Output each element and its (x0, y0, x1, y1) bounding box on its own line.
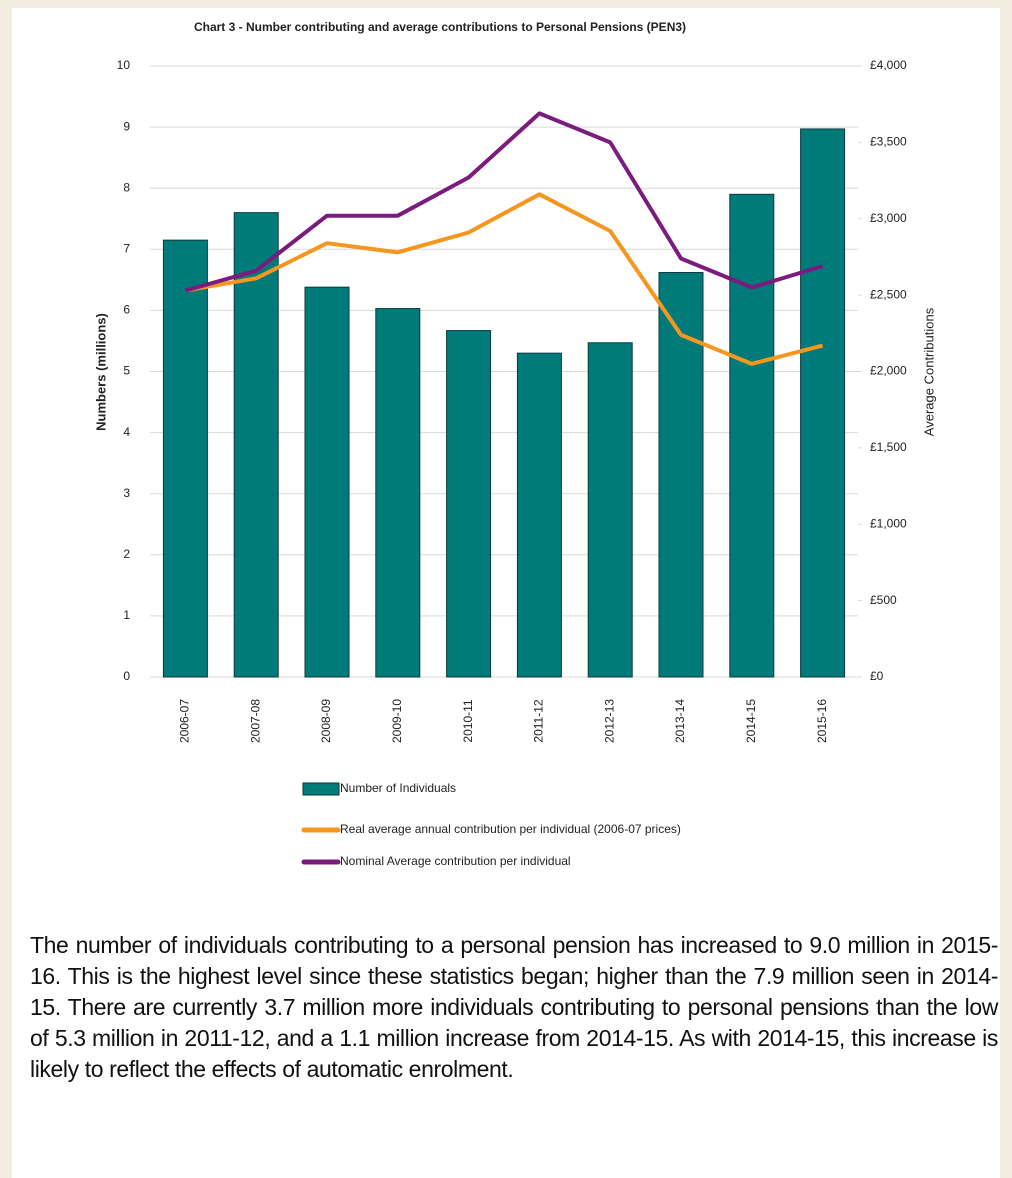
x-tick-label: 2008-09 (319, 699, 333, 743)
bar (516, 352, 562, 678)
y-tick-label: 1 (123, 608, 130, 622)
line (185, 192, 824, 366)
y-tick-label: 4 (123, 425, 130, 439)
y2-tick-label: £3,000 (870, 211, 907, 225)
y2-tick-label: £1,000 (870, 516, 907, 530)
y2-tick-label: £0 (870, 669, 884, 683)
y2-tick-label: £2,000 (870, 364, 907, 378)
bar (587, 342, 633, 678)
paragraph: The number of individuals contributing t… (30, 932, 998, 1082)
y-tick-label: 2 (123, 547, 130, 561)
bar (233, 212, 279, 678)
legend-swatch (302, 782, 340, 796)
y2-tick-label: £500 (870, 593, 897, 607)
x-tick-label: 2012-13 (602, 699, 616, 743)
x-tick-label: 2015-16 (815, 699, 829, 743)
x-tick-label: 2013-14 (673, 699, 687, 743)
y-tick-label: 9 (123, 119, 130, 133)
bar (162, 239, 208, 678)
y2-tick-label: £2,500 (870, 287, 907, 301)
line (184, 111, 824, 293)
x-tick-label: 2010-11 (461, 699, 475, 742)
legend-label: Real average annual contribution per ind… (340, 822, 681, 836)
y2-tick-label: £3,500 (870, 135, 907, 149)
x-tick-label: 2007-08 (248, 699, 262, 743)
chart-title: Chart 3 - Number contributing and averag… (194, 20, 686, 34)
y-tick-label: 6 (123, 303, 130, 317)
bar (800, 128, 846, 678)
y-tick-label: 5 (123, 364, 130, 378)
chart: Chart 3 - Number contributing and averag… (93, 20, 936, 868)
bar (375, 308, 421, 678)
y-tick-label: 7 (123, 241, 130, 255)
y2-tick-label: £4,000 (870, 58, 907, 72)
y-tick-label: 10 (117, 58, 131, 72)
x-tick-label: 2011-12 (532, 699, 546, 742)
legend-label: Nominal Average contribution per individ… (340, 854, 571, 868)
y-axis-label: Numbers (millions) (93, 313, 108, 431)
y2-tick-label: £1,500 (870, 440, 907, 454)
bar (446, 330, 492, 678)
y-tick-label: 3 (123, 486, 130, 500)
bar (729, 193, 775, 678)
x-tick-label: 2014-15 (744, 699, 758, 743)
bar (304, 286, 350, 678)
y-tick-label: 0 (123, 669, 130, 683)
x-tick-label: 2006-07 (178, 699, 192, 743)
x-tick-label: 2009-10 (390, 699, 404, 743)
y-tick-label: 8 (123, 180, 130, 194)
y2-axis-label: Average Contributions (921, 307, 936, 436)
legend-label: Number of Individuals (340, 781, 456, 795)
